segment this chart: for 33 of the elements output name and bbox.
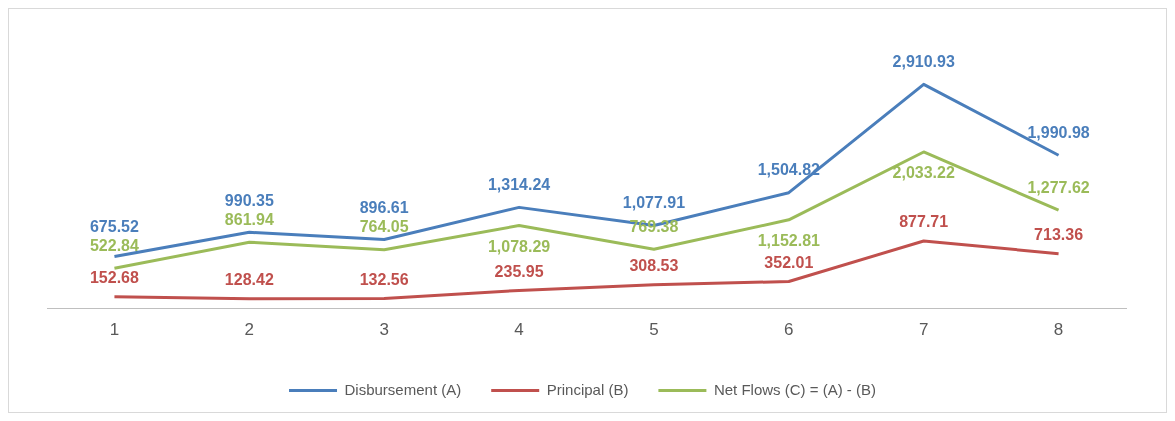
data-label: 877.71 <box>899 213 949 231</box>
data-label: 1,990.98 <box>1027 123 1090 141</box>
x-tick-label: 2 <box>244 320 255 340</box>
legend-label: Disbursement (A) <box>344 380 462 398</box>
data-label: 990.35 <box>224 191 274 209</box>
data-label: 522.84 <box>89 236 140 254</box>
data-label: 235.95 <box>494 262 544 280</box>
data-label: 152.68 <box>89 269 140 287</box>
data-label: 713.36 <box>1034 226 1084 244</box>
x-tick-label: 5 <box>649 320 659 340</box>
x-tick-label: 1 <box>109 320 120 340</box>
data-label: 132.56 <box>359 270 409 288</box>
data-label: 1,277.62 <box>1027 178 1090 196</box>
data-label: 308.53 <box>629 257 679 275</box>
data-label: 352.01 <box>764 253 814 271</box>
legend-label: Principal (B) <box>546 380 629 398</box>
data-label: 2,033.22 <box>892 164 955 182</box>
data-label: 861.94 <box>224 210 274 228</box>
x-tick-label: 8 <box>1053 320 1064 340</box>
data-label: 1,314.24 <box>487 175 551 193</box>
data-label: 1,077.91 <box>622 193 686 211</box>
x-tick-label: 6 <box>784 320 794 340</box>
data-label: 128.42 <box>224 271 274 289</box>
legend-label: Net Flows (C) = (A) - (B) <box>713 380 876 398</box>
data-label: 764.05 <box>359 218 409 236</box>
data-label: 1,078.29 <box>487 237 551 255</box>
x-tick-label: 7 <box>918 320 929 340</box>
data-label: 675.52 <box>89 217 140 235</box>
x-tick-label: 3 <box>379 320 389 340</box>
data-label: 2,910.93 <box>892 52 955 70</box>
data-label: 896.61 <box>359 199 409 217</box>
x-tick-label: 4 <box>514 320 524 340</box>
data-label: 1,152.81 <box>757 232 821 250</box>
